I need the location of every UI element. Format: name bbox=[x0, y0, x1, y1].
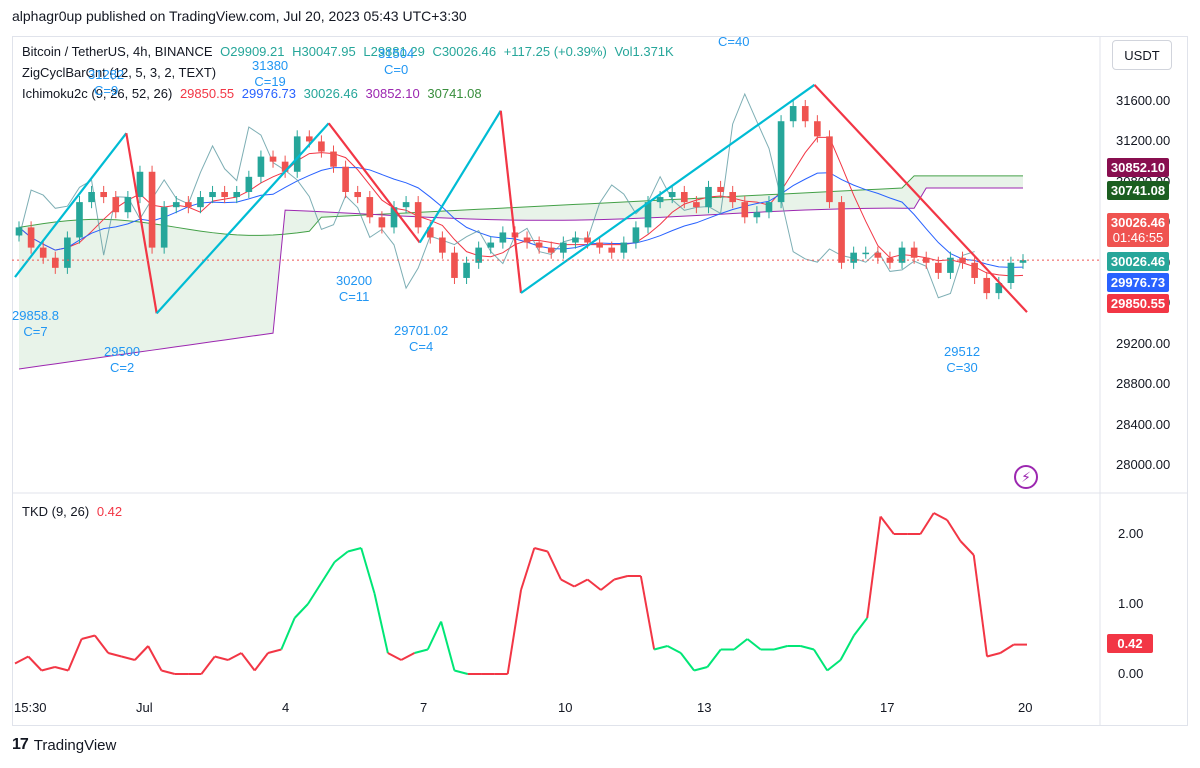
price-badge: 29976.73 bbox=[1107, 273, 1169, 292]
tkd-legend-value: 0.42 bbox=[96, 504, 123, 519]
tkd-tick-label: 2.00 bbox=[1118, 526, 1144, 541]
pivot-price: 29858.8 bbox=[12, 308, 59, 323]
symbol-name: Bitcoin / TetherUS, 4h, BINANCE bbox=[22, 44, 213, 59]
zigzag-pivot-label: 29701.02 C=4 bbox=[394, 323, 448, 355]
zigzag-pivot-label: 31504 C=0 bbox=[378, 46, 414, 78]
tkd-tick-label: 0.00 bbox=[1118, 666, 1144, 681]
pivot-price: 30200 bbox=[336, 273, 373, 288]
pivot-count: C=2 bbox=[109, 360, 135, 375]
zigzag-pivot-label: 31282 C=9 bbox=[88, 67, 124, 99]
price-tick-label: 31200.00 bbox=[1116, 133, 1171, 149]
ichimoku-value-5: 30741.08 bbox=[427, 86, 482, 101]
price-badge: 29850.55 bbox=[1107, 294, 1169, 313]
pivot-count: C=11 bbox=[338, 289, 370, 304]
pivot-count: C=19 bbox=[254, 74, 286, 89]
zigzag-legend[interactable]: ZigCyclBarCnt (12, 5, 3, 2, TEXT) bbox=[22, 65, 217, 80]
time-tick-label: 20 bbox=[1018, 700, 1033, 715]
price-badge: 30026.46 01:46:55 bbox=[1107, 213, 1169, 247]
tradingview-logo-icon: 17 bbox=[12, 736, 29, 753]
pivot-count: C=4 bbox=[409, 339, 434, 354]
footer: 17 TradingView bbox=[12, 736, 116, 754]
pivot-count: C=0 bbox=[383, 62, 409, 77]
price-tick-label: 28800.00 bbox=[1116, 376, 1171, 392]
zigzag-pivot-label: 31380 C=19 bbox=[252, 58, 288, 90]
tkd-name: TKD (9, 26) bbox=[22, 504, 90, 519]
legend-low: L29881.29 bbox=[363, 44, 425, 59]
ichimoku-value-1: 29850.55 bbox=[179, 86, 235, 101]
pivot-count: C=9 bbox=[93, 83, 119, 98]
ichimoku-value-3: 30026.46 bbox=[303, 86, 358, 101]
pivot-price: 31504 bbox=[378, 46, 415, 61]
price-tick-label: 31600.00 bbox=[1116, 93, 1171, 108]
chart-frame bbox=[12, 36, 1188, 726]
time-tick-label: 17 bbox=[880, 700, 895, 715]
legend-change: +117.25 (+0.39%) bbox=[503, 44, 607, 59]
time-tick-label: 13 bbox=[697, 700, 712, 715]
legend-high: H30047.95 bbox=[292, 44, 356, 59]
time-tick-label: 15:30 bbox=[14, 700, 47, 715]
price-badge: 30026.46 bbox=[1107, 252, 1169, 271]
pivot-price: 29500 bbox=[104, 344, 141, 359]
legend-close: C30026.46 bbox=[432, 44, 497, 59]
price-tick-label: 28000.00 bbox=[1116, 457, 1171, 472]
time-tick-label: 4 bbox=[282, 700, 290, 715]
legend-volume: Vol1.371K bbox=[614, 44, 674, 59]
price-tick-label: 28400.00 bbox=[1116, 416, 1171, 432]
bar-countdown: 01:46:55 bbox=[1112, 230, 1164, 245]
symbol-legend: Bitcoin / TetherUS, 4h, BINANCE O29909.2… bbox=[22, 44, 678, 59]
pivot-count: C=40 bbox=[718, 34, 750, 49]
lightning-icon[interactable]: ⚡ bbox=[1014, 465, 1038, 489]
legend-open: O29909.21 bbox=[220, 44, 285, 59]
zigzag-pivot-label: 29512 C=30 bbox=[944, 344, 980, 376]
tkd-legend[interactable]: TKD (9, 26) 0.42 bbox=[22, 504, 126, 519]
pivot-price: 31380 bbox=[252, 58, 289, 73]
zigzag-pivot-label: C=40 bbox=[718, 34, 749, 50]
price-badge: 30852.10 bbox=[1107, 158, 1169, 177]
pivot-price: 31282 bbox=[88, 67, 125, 82]
pivot-count: C=7 bbox=[23, 324, 48, 339]
time-tick-label: Jul bbox=[136, 700, 153, 715]
price-badge: 30741.08 bbox=[1107, 181, 1169, 200]
footer-brand: TradingView bbox=[33, 736, 117, 754]
currency-button[interactable]: USDT bbox=[1112, 40, 1172, 70]
pivot-price: 29701.02 bbox=[394, 323, 449, 338]
zigzag-pivot-label: 29500 C=2 bbox=[104, 344, 140, 376]
pivot-count: C=30 bbox=[946, 360, 978, 375]
tkd-value-badge: 0.42 bbox=[1107, 634, 1153, 653]
time-tick-label: 7 bbox=[420, 700, 428, 715]
zigzag-pivot-label: 29858.8 C=7 bbox=[12, 308, 59, 340]
price-tick-label: 29200.00 bbox=[1116, 335, 1171, 351]
ichimoku-value-4: 30852.10 bbox=[365, 86, 420, 101]
pivot-price: 29512 bbox=[944, 344, 981, 359]
tkd-tick-label: 1.00 bbox=[1118, 596, 1144, 611]
publisher-line: alphagr0up published on TradingView.com,… bbox=[12, 8, 467, 24]
time-tick-label: 10 bbox=[558, 700, 573, 715]
zigzag-pivot-label: 30200 C=11 bbox=[336, 273, 372, 305]
